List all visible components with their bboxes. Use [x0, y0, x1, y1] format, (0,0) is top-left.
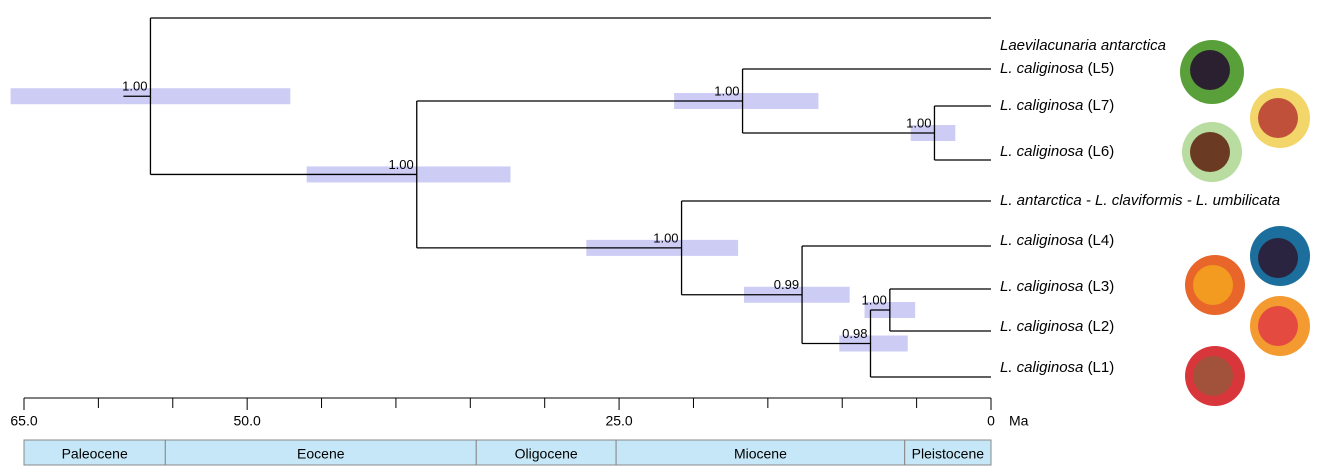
tick-label: 25.0 — [605, 413, 632, 429]
axis-unit: Ma — [1009, 413, 1029, 429]
epoch-label: Miocene — [734, 446, 787, 462]
taxon-name: L. caliginosa — [1000, 278, 1083, 295]
snail-icon — [1193, 356, 1233, 396]
lineage: (L4) — [1088, 232, 1115, 249]
tip-label: L. caliginosa (L3) — [1000, 278, 1114, 295]
tick-label: 65.0 — [10, 413, 37, 429]
taxon-name: L. antarctica - L. claviformis - L. umbi… — [1000, 192, 1280, 209]
snail-icons — [1180, 40, 1310, 406]
tip-label: L. antarctica - L. claviformis - L. umbi… — [1000, 192, 1280, 209]
taxon-name: L. caliginosa — [1000, 232, 1083, 249]
lineage: (L5) — [1088, 60, 1115, 77]
snail-icon — [1258, 98, 1298, 138]
epoch-label: Paleocene — [62, 446, 128, 462]
taxon-name: Laevilacunaria antarctica — [1000, 37, 1166, 54]
taxon-name: L. caliginosa — [1000, 318, 1083, 335]
support-value: 1.00 — [906, 115, 931, 130]
epoch-label: Pleistocene — [912, 446, 985, 462]
support-value: 1.00 — [388, 157, 413, 172]
tip-label: L. caliginosa (L4) — [1000, 232, 1114, 249]
hpd-bars — [11, 88, 956, 351]
tip-label: L. caliginosa (L1) — [1000, 359, 1114, 376]
support-value: 1.00 — [862, 292, 887, 307]
support-value: 1.00 — [653, 230, 678, 245]
snail-icon — [1193, 265, 1233, 305]
tip-label: L. caliginosa (L6) — [1000, 143, 1114, 160]
lineage: (L6) — [1088, 143, 1115, 160]
support-value: 1.00 — [122, 79, 147, 94]
epoch-label: Oligocene — [515, 446, 578, 462]
tip-label: L. caliginosa (L2) — [1000, 318, 1114, 335]
tick-label: 50.0 — [234, 413, 261, 429]
support-value: 1.00 — [714, 83, 739, 98]
taxon-name: L. caliginosa — [1000, 143, 1083, 160]
lineage: (L7) — [1088, 97, 1115, 114]
support-value: 0.99 — [774, 277, 799, 292]
snail-icon — [1258, 238, 1298, 278]
tip-label: L. caliginosa (L5) — [1000, 60, 1114, 77]
epoch-label: Eocene — [297, 446, 345, 462]
branches — [123, 18, 991, 377]
figure: 1.00 Laevilacunaria antarctica 1.00 1.00 L. … — [0, 0, 1343, 466]
snail-icon — [1190, 50, 1230, 90]
support-value: 0.98 — [842, 326, 867, 341]
taxon-name: L. caliginosa — [1000, 359, 1083, 376]
taxon-name: L. caliginosa — [1000, 60, 1083, 77]
tip-label: Laevilacunaria antarctica — [1000, 37, 1166, 54]
tick-label: 0 — [987, 413, 995, 429]
lineage: (L2) — [1088, 318, 1115, 335]
lineage: (L1) — [1088, 359, 1115, 376]
snail-icon — [1190, 132, 1230, 172]
lineage: (L3) — [1088, 278, 1115, 295]
taxon-name: L. caliginosa — [1000, 97, 1083, 114]
snail-icon — [1258, 306, 1298, 346]
tip-label: L. caliginosa (L7) — [1000, 97, 1114, 114]
